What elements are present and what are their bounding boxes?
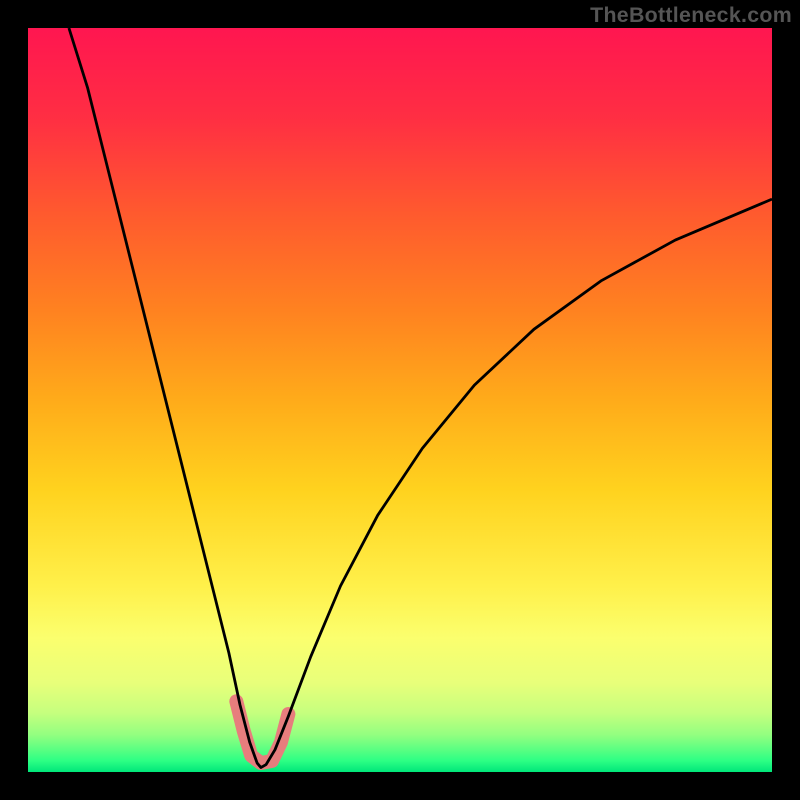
- plot-gradient-area: [28, 28, 772, 772]
- watermark-text: TheBottleneck.com: [590, 3, 792, 28]
- chart-outer: TheBottleneck.com: [0, 0, 800, 800]
- curve-svg: [28, 28, 772, 772]
- main-curve-path: [69, 28, 772, 768]
